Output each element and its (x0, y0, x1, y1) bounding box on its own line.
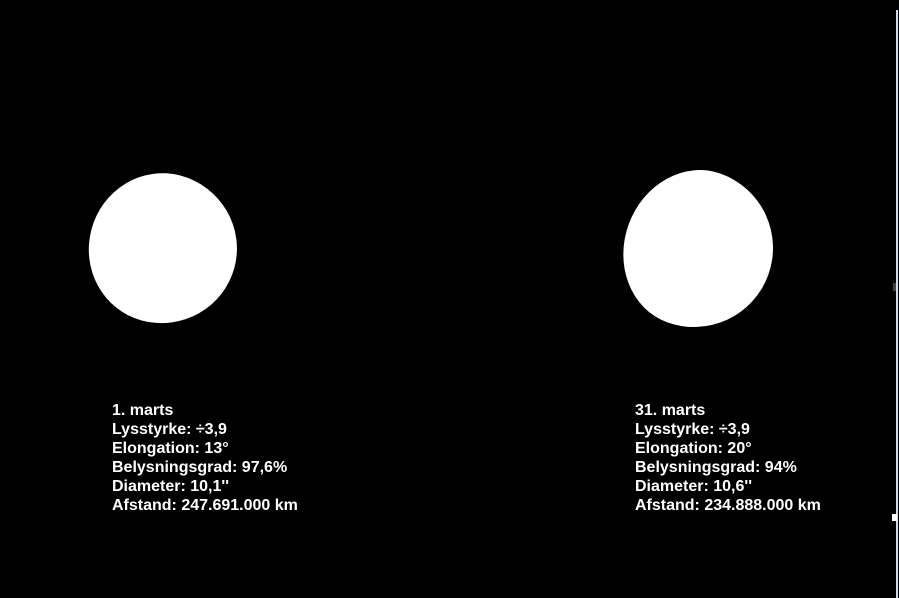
illumination-label: Belysningsgrad: 94% (635, 459, 797, 476)
distance-label: Afstand: 234.888.000 km (635, 497, 821, 514)
elongation-label: Elongation: 20° (635, 440, 752, 457)
diameter-label: Diameter: 10,6'' (635, 478, 752, 495)
diameter-label: Diameter: 10,1'' (112, 478, 229, 495)
window-edge-line (896, 10, 898, 598)
window-edge-light-notch (892, 514, 897, 521)
info-block-march-31: 31. marts Lysstyrke: ÷3,9 Elongation: 20… (635, 401, 821, 515)
brightness-label: Lysstyrke: ÷3,9 (635, 421, 750, 438)
illumination-label: Belysningsgrad: 97,6% (112, 459, 288, 476)
date-label: 1. marts (112, 402, 174, 419)
brightness-label: Lysstyrke: ÷3,9 (112, 421, 227, 438)
date-label: 31. marts (635, 402, 706, 419)
planet-disk-march-1 (88, 173, 237, 324)
window-edge-dark-notch (893, 283, 896, 291)
planet-disk-march-31 (623, 170, 773, 327)
elongation-label: Elongation: 13° (112, 440, 229, 457)
distance-label: Afstand: 247.691.000 km (112, 497, 298, 514)
info-block-march-1: 1. marts Lysstyrke: ÷3,9 Elongation: 13°… (112, 401, 298, 515)
